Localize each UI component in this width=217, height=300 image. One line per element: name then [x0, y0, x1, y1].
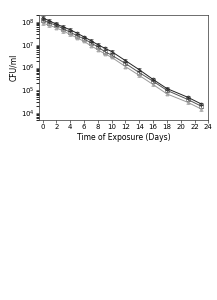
Y-axis label: CFU/ml: CFU/ml: [9, 54, 18, 81]
X-axis label: Time of Exposure (Days): Time of Exposure (Days): [77, 133, 171, 142]
